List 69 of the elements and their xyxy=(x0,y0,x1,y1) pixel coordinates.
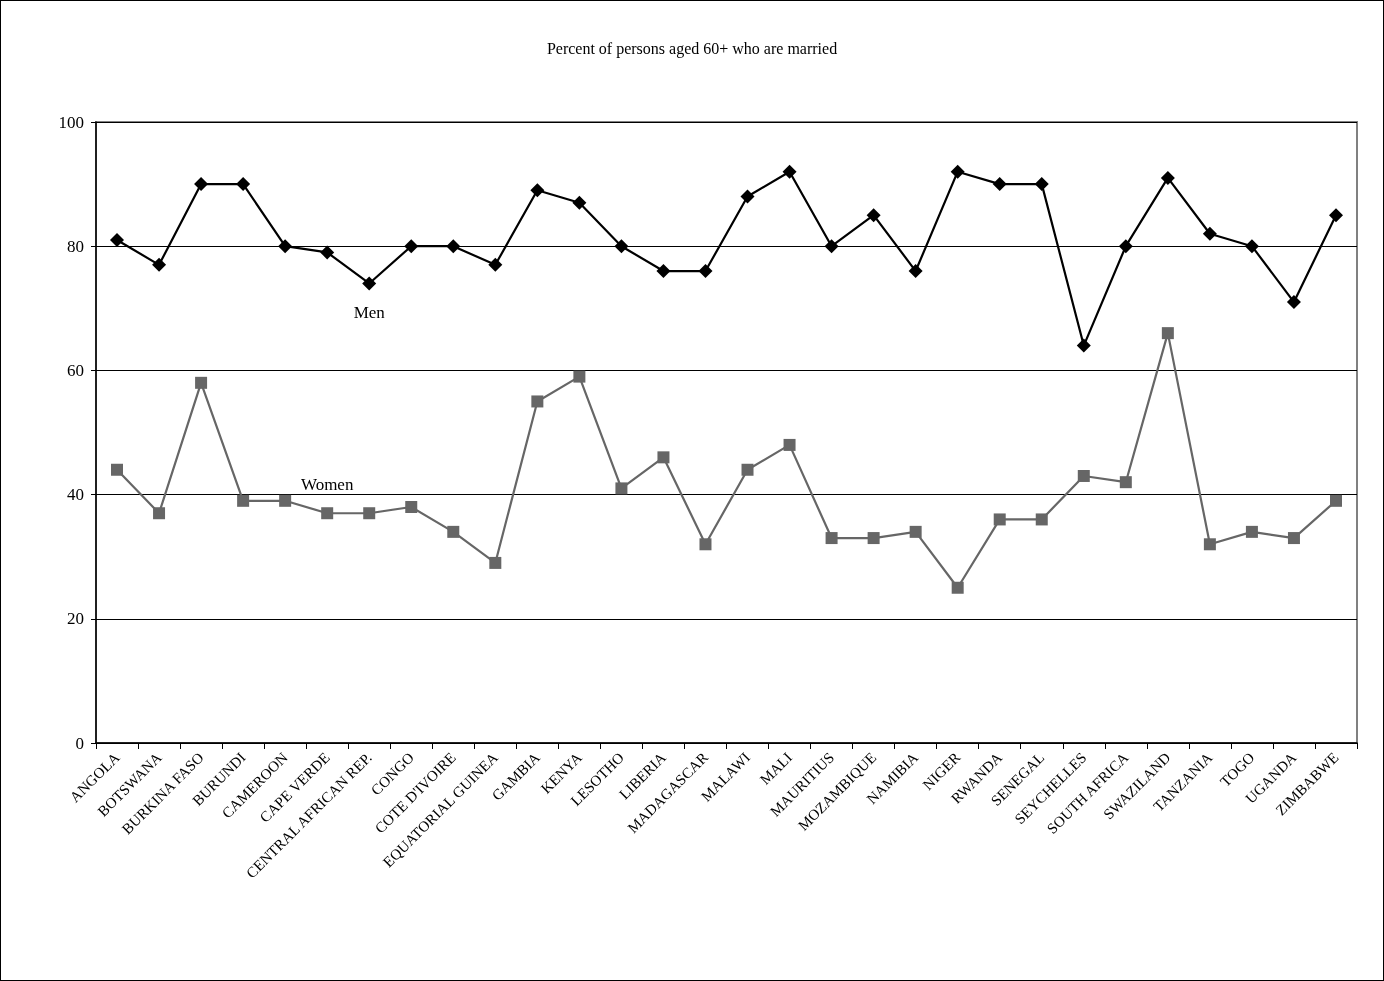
point xyxy=(1076,338,1091,353)
point xyxy=(447,525,460,538)
point xyxy=(237,494,250,507)
y-tick-label: 100 xyxy=(58,112,84,132)
point xyxy=(278,239,293,254)
point xyxy=(1160,170,1175,185)
point xyxy=(153,507,166,520)
point xyxy=(992,177,1007,192)
point xyxy=(195,376,208,389)
point xyxy=(782,164,797,179)
y-tick-label: 60 xyxy=(67,360,84,380)
point xyxy=(1118,239,1133,254)
point xyxy=(488,257,503,272)
point xyxy=(531,395,544,408)
y-tick-label: 0 xyxy=(75,733,84,753)
point xyxy=(236,177,251,192)
point xyxy=(741,463,754,476)
point xyxy=(111,463,124,476)
point xyxy=(1286,295,1301,310)
point xyxy=(1035,513,1048,526)
point xyxy=(615,482,628,495)
point xyxy=(951,581,964,594)
series-label: Women xyxy=(300,475,354,495)
point xyxy=(1034,177,1049,192)
point xyxy=(909,525,922,538)
point xyxy=(867,532,880,545)
point xyxy=(740,189,755,204)
point xyxy=(993,513,1006,526)
point xyxy=(320,245,335,260)
point xyxy=(1202,226,1217,241)
point xyxy=(572,195,587,210)
point xyxy=(194,177,209,192)
point xyxy=(614,239,629,254)
point xyxy=(321,507,334,520)
point xyxy=(573,370,586,383)
chart-title: Percent of persons aged 60+ who are married xyxy=(546,39,838,58)
point xyxy=(1287,532,1300,545)
point xyxy=(950,164,965,179)
point xyxy=(1328,208,1343,223)
point xyxy=(656,264,671,279)
point xyxy=(908,264,923,279)
y-tick-label: 80 xyxy=(67,236,84,256)
point xyxy=(1119,476,1132,489)
point xyxy=(152,257,167,272)
point xyxy=(866,208,881,223)
point xyxy=(405,501,418,514)
point xyxy=(698,264,713,279)
point xyxy=(824,239,839,254)
point xyxy=(489,556,502,569)
point xyxy=(825,532,838,545)
point xyxy=(1161,327,1174,340)
point xyxy=(1245,525,1258,538)
y-tick-label: 20 xyxy=(67,609,84,629)
point xyxy=(783,438,796,451)
y-tick-label: 40 xyxy=(67,485,84,505)
point xyxy=(363,507,376,520)
point xyxy=(446,239,461,254)
point xyxy=(1077,469,1090,482)
point xyxy=(362,276,377,291)
point xyxy=(1329,494,1342,507)
point xyxy=(279,494,292,507)
point xyxy=(1203,538,1216,551)
point xyxy=(657,451,670,464)
point xyxy=(1244,239,1259,254)
series-label: Men xyxy=(353,303,386,323)
point xyxy=(110,232,125,247)
point xyxy=(404,239,419,254)
point xyxy=(530,183,545,198)
point xyxy=(699,538,712,551)
